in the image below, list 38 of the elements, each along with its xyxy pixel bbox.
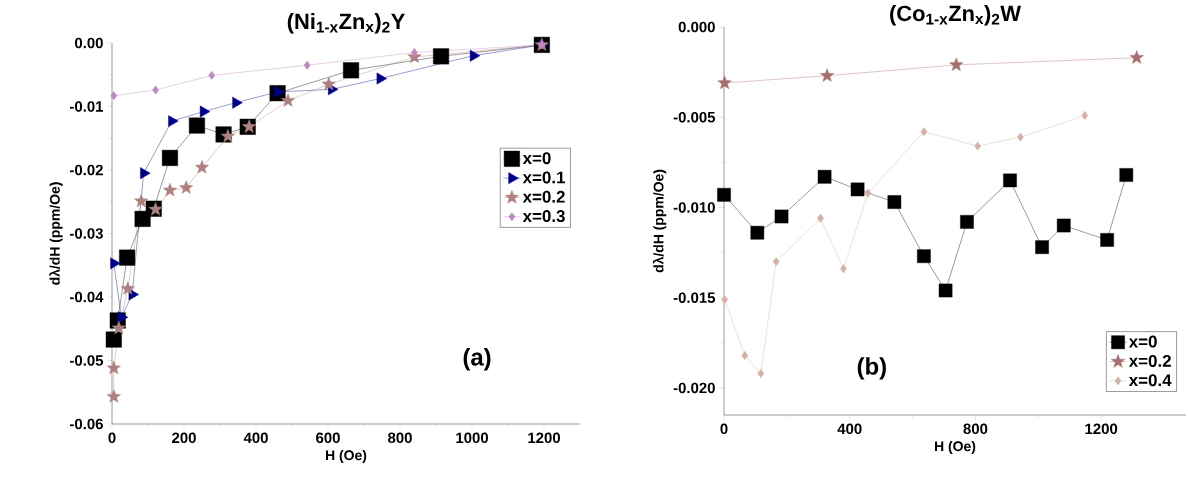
x-tick-label: 200: [172, 432, 196, 444]
y-tick-label: -0.04: [70, 291, 104, 303]
y-tick-label: -0.05: [70, 355, 104, 366]
y-tick-label: -0.01: [70, 101, 104, 112]
x-tick-label: 600: [316, 432, 340, 444]
chart-title: (Co$_{1-x}$Zn$_{x}$)$_{2}$W: [890, 5, 1021, 26]
chart-title: (Ni$_{1-x}$Zn$_{x}$)$_{2}$Y: [287, 13, 405, 34]
x-tick-label: 400: [837, 423, 862, 435]
x-tick-label: 800: [963, 423, 988, 435]
y-axis-title: dλ/dH (ppm/Oe): [49, 182, 63, 285]
annotation: (b): [857, 357, 886, 380]
annotation: (a): [463, 348, 491, 371]
legend-label: x=0.2: [1128, 354, 1171, 367]
x-tick-label: 0: [108, 432, 116, 444]
legend-label: x=0: [1128, 335, 1157, 348]
x-axis-title: H (Oe): [935, 440, 976, 454]
x-tick-label: 800: [388, 432, 412, 444]
x-axis-title: H (Oe): [326, 449, 367, 463]
y-tick-label: -0.010: [673, 202, 715, 213]
x-tick-label: 1000: [456, 432, 488, 444]
y-tick-label: -0.020: [673, 382, 715, 394]
y-tick-label: -0.005: [673, 111, 716, 123]
y-tick-label: -0.03: [70, 228, 103, 239]
y-tick-label: -0.06: [70, 418, 103, 430]
x-tick-label: 0: [720, 423, 728, 435]
legend-label: x=0.3: [522, 210, 565, 223]
y-tick-label: 0.000: [678, 21, 715, 33]
y-tick-label: 0.00: [74, 37, 103, 49]
y-axis-title: dλ/dH (ppm/Oe): [652, 169, 667, 273]
legend-label: x=0.1: [522, 171, 565, 184]
x-tick-label: 1200: [528, 432, 560, 444]
legend-label: x=0: [522, 152, 551, 165]
legend-label: x=0.2: [522, 190, 565, 203]
y-tick-label: -0.015: [673, 292, 716, 303]
y-tick-label: -0.02: [70, 164, 103, 176]
x-tick-label: 400: [243, 432, 268, 444]
x-tick-label: 1200: [1085, 423, 1118, 435]
legend-label: x=0.4: [1128, 374, 1172, 387]
